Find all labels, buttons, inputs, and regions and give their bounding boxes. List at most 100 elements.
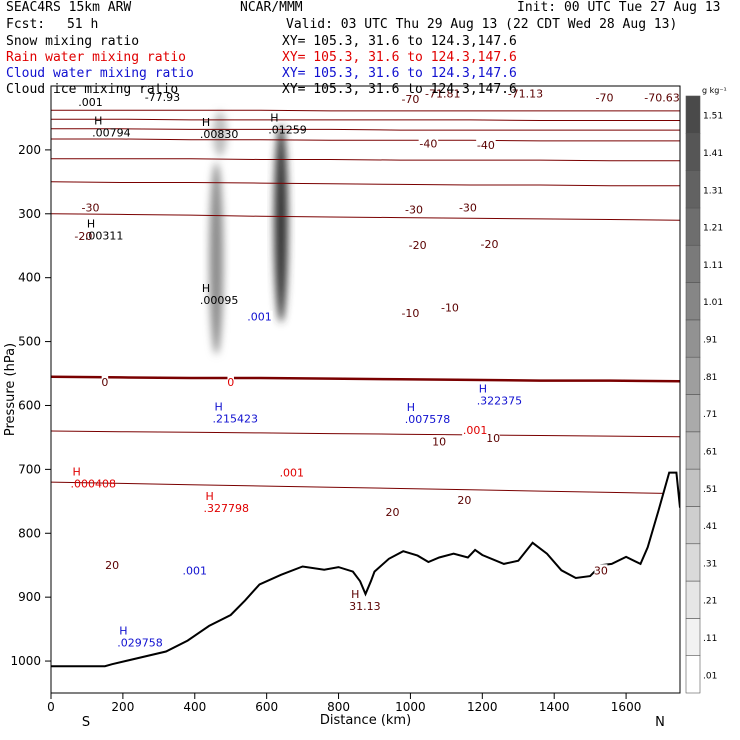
colorbar: .01 .11 .21 .31 .41 .51 .61 .71 .81 .91 1.01 1.11 1.… (685, 86, 727, 694)
contour-label-bg-5 (642, 91, 680, 104)
plot-frame (50, 85, 681, 694)
contour-label-1: -71.81 (425, 88, 460, 101)
field-cloudice-xy: XY= 105.3, 31.6 to 124.3,147.6 (282, 82, 517, 97)
high-value-9: .007578 (405, 413, 451, 426)
contour-label-bg-28 (77, 95, 104, 108)
isotherm-20 (51, 481, 680, 495)
contour-label-bg-3 (400, 92, 421, 105)
field-cloudwater-label: Cloud water mixing ratio (6, 66, 194, 81)
contour-label-bg-13 (73, 230, 94, 243)
contour-label-bg-27 (181, 564, 208, 577)
colorbar-label-1: .11 (703, 634, 717, 644)
contour-label-bg-23 (227, 375, 234, 388)
field-cloudice-label: Cloud ice mixing ratio (6, 82, 179, 97)
high-value-11: 31.13 (349, 600, 381, 613)
contour-label-0: -77.93 (145, 91, 180, 104)
field-rain-xy: XY= 105.3, 31.6 to 124.3,147.6 (282, 50, 517, 65)
high-marker-9: H (407, 401, 415, 414)
y-tick-label-700: 700 (18, 462, 41, 476)
terrain-fill (51, 472, 680, 693)
high-marker-1: H (202, 116, 210, 129)
x-tick-label-400: 400 (183, 700, 206, 714)
high-marker-3: H (87, 218, 95, 231)
x-end-label-south: S (82, 715, 90, 730)
colorbar-label-4: .41 (703, 522, 717, 532)
y-tick-label-1000: 1000 (10, 654, 41, 668)
colorbar-label-3: .31 (703, 559, 717, 569)
contour-label-bg-15 (440, 301, 460, 314)
contour-label-3: -70 (401, 93, 419, 106)
contour-label-8: -30 (405, 203, 423, 216)
y-tick-label-300: 300 (18, 207, 41, 221)
contour-label-bg-17 (432, 435, 446, 448)
y-tick-label-200: 200 (18, 143, 41, 157)
contour-label-bg-4 (594, 91, 615, 104)
snow-ice-core-2 (212, 111, 227, 157)
contour-label-bg-16 (101, 375, 109, 388)
contour-label-bg-22 (594, 564, 608, 577)
isotherm--20 (51, 181, 680, 187)
plot-border (50, 85, 681, 694)
x-tick-label-800: 800 (327, 700, 350, 714)
contour-label-bg-26 (246, 310, 273, 323)
contour-label-28: .001 (78, 96, 103, 109)
field-cloudwater-xy: XY= 105.3, 31.6 to 124.3,147.6 (282, 66, 517, 81)
isotherm-10 (51, 430, 680, 438)
high-marker-7: H (73, 466, 81, 479)
contour-label-4: -70 (596, 92, 614, 105)
contour-label-bg-19 (457, 494, 471, 507)
contour-label-23: 0 (227, 376, 234, 389)
colorbar-label-7: .71 (703, 410, 717, 420)
contour-label-25: .001 (463, 424, 488, 437)
high-marker-5: H (215, 400, 223, 413)
x-tick-label-1200: 1200 (467, 700, 498, 714)
colorbar-unit: g kg⁻¹ (702, 86, 727, 95)
colorbar-label-6: .61 (703, 447, 717, 457)
y-axis-label: Pressure (hPa) (3, 343, 18, 436)
colorbar-label-9: .91 (703, 336, 717, 346)
y-tick-label-900: 900 (18, 590, 41, 604)
field-rain-label: Rain water mixing ratio (6, 50, 187, 65)
contour-label-bg-18 (486, 432, 500, 445)
contour-label-14: -10 (401, 307, 419, 320)
colorbar-box-13 (685, 170, 701, 209)
contour-label-bg-21 (105, 559, 119, 572)
terrain-outline (51, 471, 680, 668)
valid-time: Valid: 03 UTC Thu 29 Aug 13 (22 CDT Wed … (286, 17, 678, 32)
contour-label-bg-8 (404, 203, 424, 216)
y-tick-label-800: 800 (18, 526, 41, 540)
contour-label-19: 20 (457, 494, 471, 507)
x-tick-label-1600: 1600 (611, 700, 642, 714)
x-axis-label: Distance (km) (320, 713, 411, 728)
contour-label-bg-14 (400, 306, 421, 319)
colorbar-box-9 (685, 319, 701, 358)
contour-label-10: -30 (82, 201, 100, 214)
high-value-6: .327798 (204, 502, 250, 515)
high-value-10: .322375 (477, 394, 522, 407)
contour-label-bg-25 (462, 423, 489, 436)
high-marker-11: H (351, 588, 359, 601)
x-tick-label-1000: 1000 (395, 700, 426, 714)
high-value-8: .029758 (117, 637, 162, 650)
contour-label-15: -10 (441, 302, 459, 315)
isotherm--10 (51, 213, 680, 221)
colorbar-box-15 (685, 95, 701, 134)
contour-label-11: -20 (409, 239, 427, 252)
contour-label-bg-12 (479, 237, 500, 250)
colorbar-box-7 (685, 394, 701, 433)
contour-label-12: -20 (481, 238, 499, 251)
colorbar-label-0: .01 (703, 671, 717, 681)
high-value-3: .00311 (85, 230, 124, 243)
field-snow-label: Snow mixing ratio (6, 34, 140, 49)
isotherm--30 (51, 158, 680, 162)
y-tick-label-600: 600 (18, 398, 41, 412)
colorbar-label-15: 1.51 (703, 112, 723, 122)
contour-label-bg-7 (476, 138, 496, 151)
colorbar-label-10: 1.01 (703, 298, 723, 308)
isotherm-0 (51, 375, 680, 383)
contour-label-22: 30 (594, 564, 608, 577)
contour-label-7: -40 (477, 139, 495, 152)
colorbar-label-14: 1.41 (703, 149, 723, 159)
contour-label-13: -20 (74, 230, 92, 243)
